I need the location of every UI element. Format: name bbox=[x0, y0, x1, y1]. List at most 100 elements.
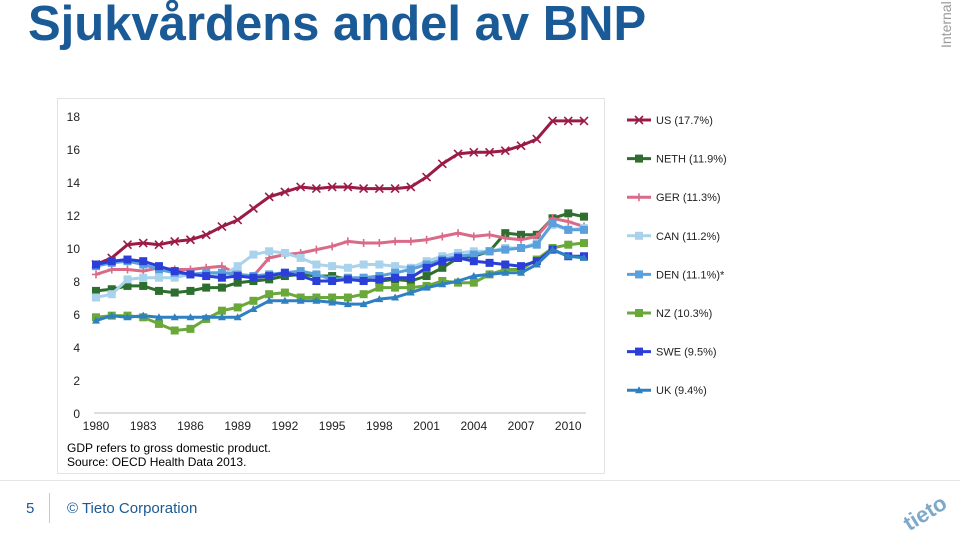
data-point bbox=[580, 212, 588, 221]
data-point bbox=[154, 262, 163, 271]
data-point bbox=[375, 295, 384, 303]
legend-marker bbox=[635, 309, 643, 317]
data-point bbox=[564, 209, 573, 218]
data-point bbox=[249, 305, 258, 313]
data-point bbox=[532, 260, 541, 268]
data-point bbox=[139, 257, 148, 266]
legend-marker bbox=[635, 193, 643, 202]
legend-marker bbox=[635, 154, 643, 163]
page-number: 5 bbox=[26, 500, 35, 517]
x-tick-label: 1995 bbox=[319, 419, 346, 433]
data-point bbox=[469, 147, 479, 157]
data-point bbox=[202, 272, 211, 281]
data-point bbox=[517, 262, 526, 271]
legend-label: SWE (9.5%) bbox=[656, 347, 717, 359]
y-tick-label: 8 bbox=[73, 275, 80, 289]
data-point bbox=[438, 257, 447, 266]
chart-panel: 0 2 4 6 8 10 12 14 16 18 1980 1983 1986 1989 1992 1995 1… bbox=[57, 98, 605, 474]
data-point bbox=[248, 203, 258, 213]
data-point bbox=[233, 215, 243, 225]
data-point bbox=[422, 235, 431, 244]
series-0 bbox=[91, 116, 589, 270]
legend-marker bbox=[635, 386, 643, 394]
data-point bbox=[375, 283, 384, 292]
legend-label: DEN (11.1%)* bbox=[656, 269, 725, 281]
data-point bbox=[422, 272, 431, 281]
data-point bbox=[201, 230, 211, 240]
data-point bbox=[454, 253, 463, 262]
y-tick-label: 10 bbox=[67, 242, 81, 256]
data-point bbox=[422, 263, 431, 272]
x-tick-label: 1992 bbox=[272, 419, 299, 433]
data-point bbox=[249, 250, 258, 259]
x-tick-label: 2004 bbox=[460, 419, 487, 433]
legend-item: UK (9.4%) bbox=[627, 385, 707, 397]
y-tick-label: 16 bbox=[67, 143, 81, 157]
legend-item: GER (11.3%) bbox=[627, 192, 721, 204]
data-point bbox=[170, 288, 179, 297]
data-point bbox=[501, 229, 510, 238]
data-point bbox=[202, 283, 211, 292]
data-point bbox=[280, 296, 289, 304]
data-point bbox=[406, 273, 415, 282]
y-tick-label: 0 bbox=[73, 407, 80, 421]
data-point bbox=[548, 219, 557, 228]
data-point bbox=[580, 239, 588, 248]
data-point bbox=[469, 232, 478, 241]
data-point bbox=[296, 253, 305, 262]
slide-title: Sjukvårdens andel av BNP bbox=[28, 0, 647, 51]
data-point bbox=[564, 240, 573, 249]
data-point bbox=[501, 268, 510, 276]
data-point bbox=[249, 296, 258, 305]
data-point bbox=[107, 290, 116, 299]
series-5 bbox=[92, 239, 588, 335]
data-point bbox=[92, 260, 100, 269]
data-point bbox=[564, 252, 573, 260]
data-point bbox=[107, 311, 116, 319]
legend-label: NZ (10.3%) bbox=[656, 308, 712, 320]
data-point bbox=[186, 270, 195, 279]
series-7 bbox=[92, 245, 588, 324]
series-1 bbox=[92, 209, 588, 297]
data-point bbox=[296, 182, 306, 192]
data-point bbox=[107, 285, 116, 294]
data-point bbox=[265, 247, 274, 256]
chart-notes: GDP refers to gross domestic product. So… bbox=[67, 441, 271, 469]
x-tick-label: 2007 bbox=[508, 419, 535, 433]
data-point bbox=[343, 237, 352, 246]
data-point bbox=[406, 283, 415, 292]
data-point bbox=[170, 273, 179, 282]
data-point bbox=[186, 324, 195, 333]
data-point bbox=[280, 187, 290, 197]
data-point bbox=[296, 272, 305, 281]
y-tick-label: 18 bbox=[67, 110, 81, 124]
data-point bbox=[391, 283, 400, 292]
data-point bbox=[280, 288, 289, 297]
data-point bbox=[532, 134, 542, 144]
data-point bbox=[517, 268, 526, 276]
data-point bbox=[233, 278, 242, 287]
data-point bbox=[312, 270, 321, 279]
data-point bbox=[517, 235, 526, 244]
data-point bbox=[265, 290, 274, 299]
data-point bbox=[580, 225, 588, 234]
data-point bbox=[249, 273, 258, 282]
data-point bbox=[406, 265, 415, 274]
data-point bbox=[264, 192, 274, 202]
data-point bbox=[92, 270, 100, 279]
footer-divider bbox=[49, 493, 50, 523]
data-point bbox=[484, 147, 495, 157]
data-point bbox=[547, 116, 558, 126]
data-point bbox=[501, 245, 510, 254]
data-point bbox=[217, 283, 226, 292]
note-source: Source: OECD Health Data 2013. bbox=[67, 455, 247, 469]
x-tick-label: 2001 bbox=[413, 419, 440, 433]
data-point bbox=[359, 277, 368, 285]
data-point bbox=[107, 257, 116, 266]
data-point bbox=[469, 278, 478, 287]
classification-label: Internal bbox=[938, 1, 954, 48]
data-point bbox=[138, 238, 148, 248]
data-point bbox=[343, 182, 353, 192]
x-tick-label: 1980 bbox=[83, 419, 110, 433]
data-point bbox=[501, 260, 510, 269]
